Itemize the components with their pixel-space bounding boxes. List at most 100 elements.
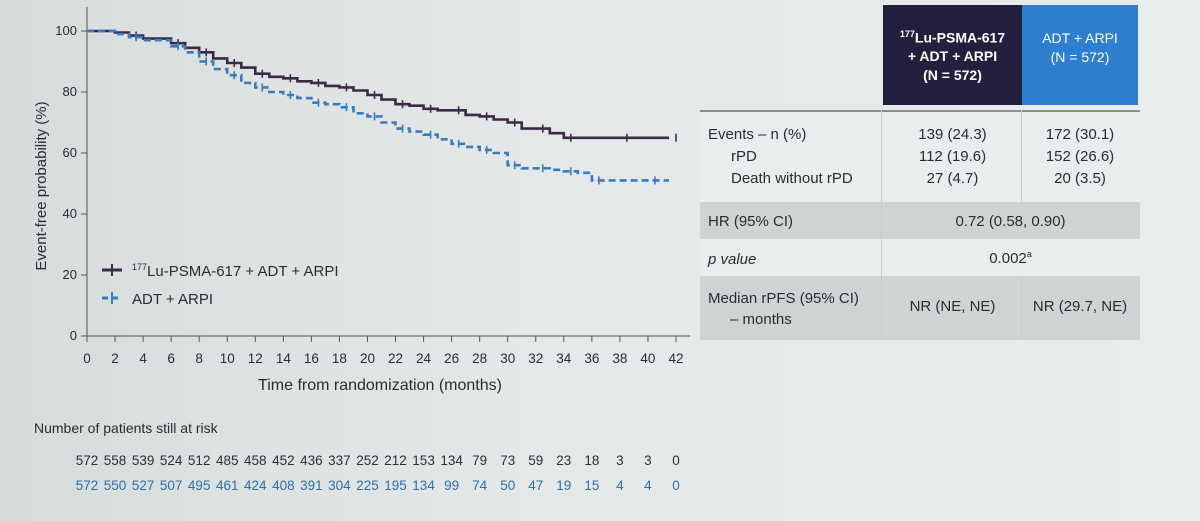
at-risk-value-adt: 15	[584, 478, 600, 493]
y-tick-label: 40	[63, 206, 77, 221]
at-risk-value-adt: 461	[215, 478, 239, 493]
row-p-band	[700, 239, 1140, 276]
at-risk-value-adt: 572	[75, 478, 99, 493]
at-risk-value-adt: 19	[556, 478, 572, 493]
row-hr-band	[700, 202, 1140, 239]
x-tick-label: 4	[139, 351, 147, 366]
rpd-value-lu: 112 (19.6)	[918, 148, 987, 165]
at-risk-value-adt: 74	[472, 478, 488, 493]
at-risk-value-lu: 134	[440, 453, 463, 468]
at-risk-value-lu: 524	[159, 453, 183, 468]
at-risk-value-lu: 558	[103, 453, 127, 468]
at-risk-value-adt: 527	[131, 478, 155, 493]
at-risk-table: Number of patients still at risk 572 558 5…	[34, 420, 680, 493]
at-risk-value-adt: 47	[528, 478, 544, 493]
table-col-divider-1	[881, 110, 882, 340]
at-risk-title: Number of patients still at risk	[34, 420, 218, 436]
x-tick-label: 42	[668, 351, 683, 366]
x-tick-label: 38	[612, 351, 627, 366]
hr-label: HR (95% CI)	[708, 213, 794, 230]
at-risk-value-lu: 3	[644, 453, 652, 468]
x-tick-label: 30	[500, 351, 515, 366]
at-risk-value-adt: 408	[272, 478, 295, 493]
x-tick-label: 0	[83, 351, 91, 366]
at-risk-value-adt: 4	[616, 478, 624, 493]
median-label: Median rPFS (95% CI) – months	[708, 290, 859, 328]
x-tick-label: 28	[472, 351, 487, 366]
at-risk-value-lu: 337	[328, 453, 351, 468]
at-risk-value-lu: 572	[75, 453, 99, 468]
y-tick-label: 80	[63, 84, 77, 99]
rpd-label: rPD	[731, 148, 757, 165]
x-tick-label: 10	[220, 351, 235, 366]
at-risk-value-adt: 507	[159, 478, 183, 493]
x-tick-label: 36	[584, 351, 599, 366]
at-risk-value-lu: 73	[500, 453, 516, 468]
results-table: 177Lu-PSMA-617 + ADT + ARPI (N = 572) AD…	[700, 5, 1140, 340]
at-risk-value-lu: 436	[300, 453, 323, 468]
x-tick-label: 24	[416, 351, 432, 366]
at-risk-value-adt: 304	[328, 478, 351, 493]
legend: 177Lu-PSMA-617 + ADT + ARPI ADT + ARPI	[102, 262, 339, 308]
at-risk-value-adt: 225	[356, 478, 379, 493]
at-risk-value-lu: 512	[187, 453, 211, 468]
x-tick-label: 20	[360, 351, 375, 366]
table-col-divider-2	[1021, 110, 1022, 202]
at-risk-value-lu: 539	[131, 453, 155, 468]
at-risk-value-lu: 485	[215, 453, 239, 468]
at-risk-value-adt: 99	[444, 478, 460, 493]
x-tick-label: 8	[195, 351, 203, 366]
events-value-lu: 139 (24.3)	[918, 126, 987, 143]
at-risk-value-adt: 391	[300, 478, 323, 493]
at-risk-value-lu: 59	[528, 453, 544, 468]
x-tick-label: 6	[167, 351, 175, 366]
median-value-adt: NR (29.7, NE)	[1032, 298, 1128, 315]
events-label: Events – n (%)	[708, 126, 807, 143]
y-axis-label: Event-free probability (%)	[33, 101, 50, 270]
header-lu-psma: 177Lu-PSMA-617 + ADT + ARPI (N = 572)	[883, 5, 1022, 105]
at-risk-value-adt: 495	[187, 478, 211, 493]
x-tick-label: 34	[556, 351, 572, 366]
x-tick-label: 40	[640, 351, 655, 366]
at-risk-value-adt: 4	[644, 478, 652, 493]
at-risk-value-lu: 252	[356, 453, 379, 468]
p-label: p value	[708, 251, 757, 268]
at-risk-value-adt: 50	[500, 478, 516, 493]
x-tick-label: 18	[332, 351, 347, 366]
row-median-band	[700, 276, 1140, 340]
x-tick-label: 26	[444, 351, 459, 366]
at-risk-value-lu: 452	[272, 453, 295, 468]
x-tick-label: 2	[111, 351, 119, 366]
p-value: 0.002a	[989, 249, 1032, 267]
y-tick-label: 100	[55, 23, 77, 38]
death-value-lu: 27 (4.7)	[926, 170, 979, 187]
x-tick-label: 16	[304, 351, 319, 366]
header-adt-arpi: ADT + ARPI (N = 572)	[1022, 5, 1138, 105]
at-risk-value-adt: 424	[244, 478, 267, 493]
legend-label-adt: ADT + ARPI	[132, 291, 213, 308]
x-tick-label: 22	[388, 351, 403, 366]
at-risk-value-lu: 3	[616, 453, 624, 468]
at-risk-value-lu: 18	[584, 453, 600, 468]
x-tick-label: 12	[248, 351, 263, 366]
events-value-adt: 172 (30.1)	[1045, 126, 1115, 143]
at-risk-value-lu: 153	[412, 453, 435, 468]
at-risk-value-adt: 550	[103, 478, 127, 493]
median-value-lu: NR (NE, NE)	[909, 298, 996, 315]
rpd-value-adt: 152 (26.6)	[1045, 148, 1115, 165]
row-events-band	[700, 110, 1140, 204]
x-tick-label: 14	[276, 351, 292, 366]
y-tick-label: 0	[70, 328, 77, 343]
at-risk-value-adt: 134	[412, 478, 435, 493]
at-risk-value-adt: 195	[384, 478, 407, 493]
at-risk-value-adt: 0	[672, 478, 680, 493]
x-axis-label: Time from randomization (months)	[258, 377, 502, 394]
at-risk-value-lu: 212	[384, 453, 407, 468]
death-value-adt: 20 (3.5)	[1054, 170, 1106, 187]
hr-value: 0.72 (0.58, 0.90)	[955, 213, 1066, 230]
curve-adt-arpi	[87, 29, 669, 182]
at-risk-value-lu: 23	[556, 453, 572, 468]
